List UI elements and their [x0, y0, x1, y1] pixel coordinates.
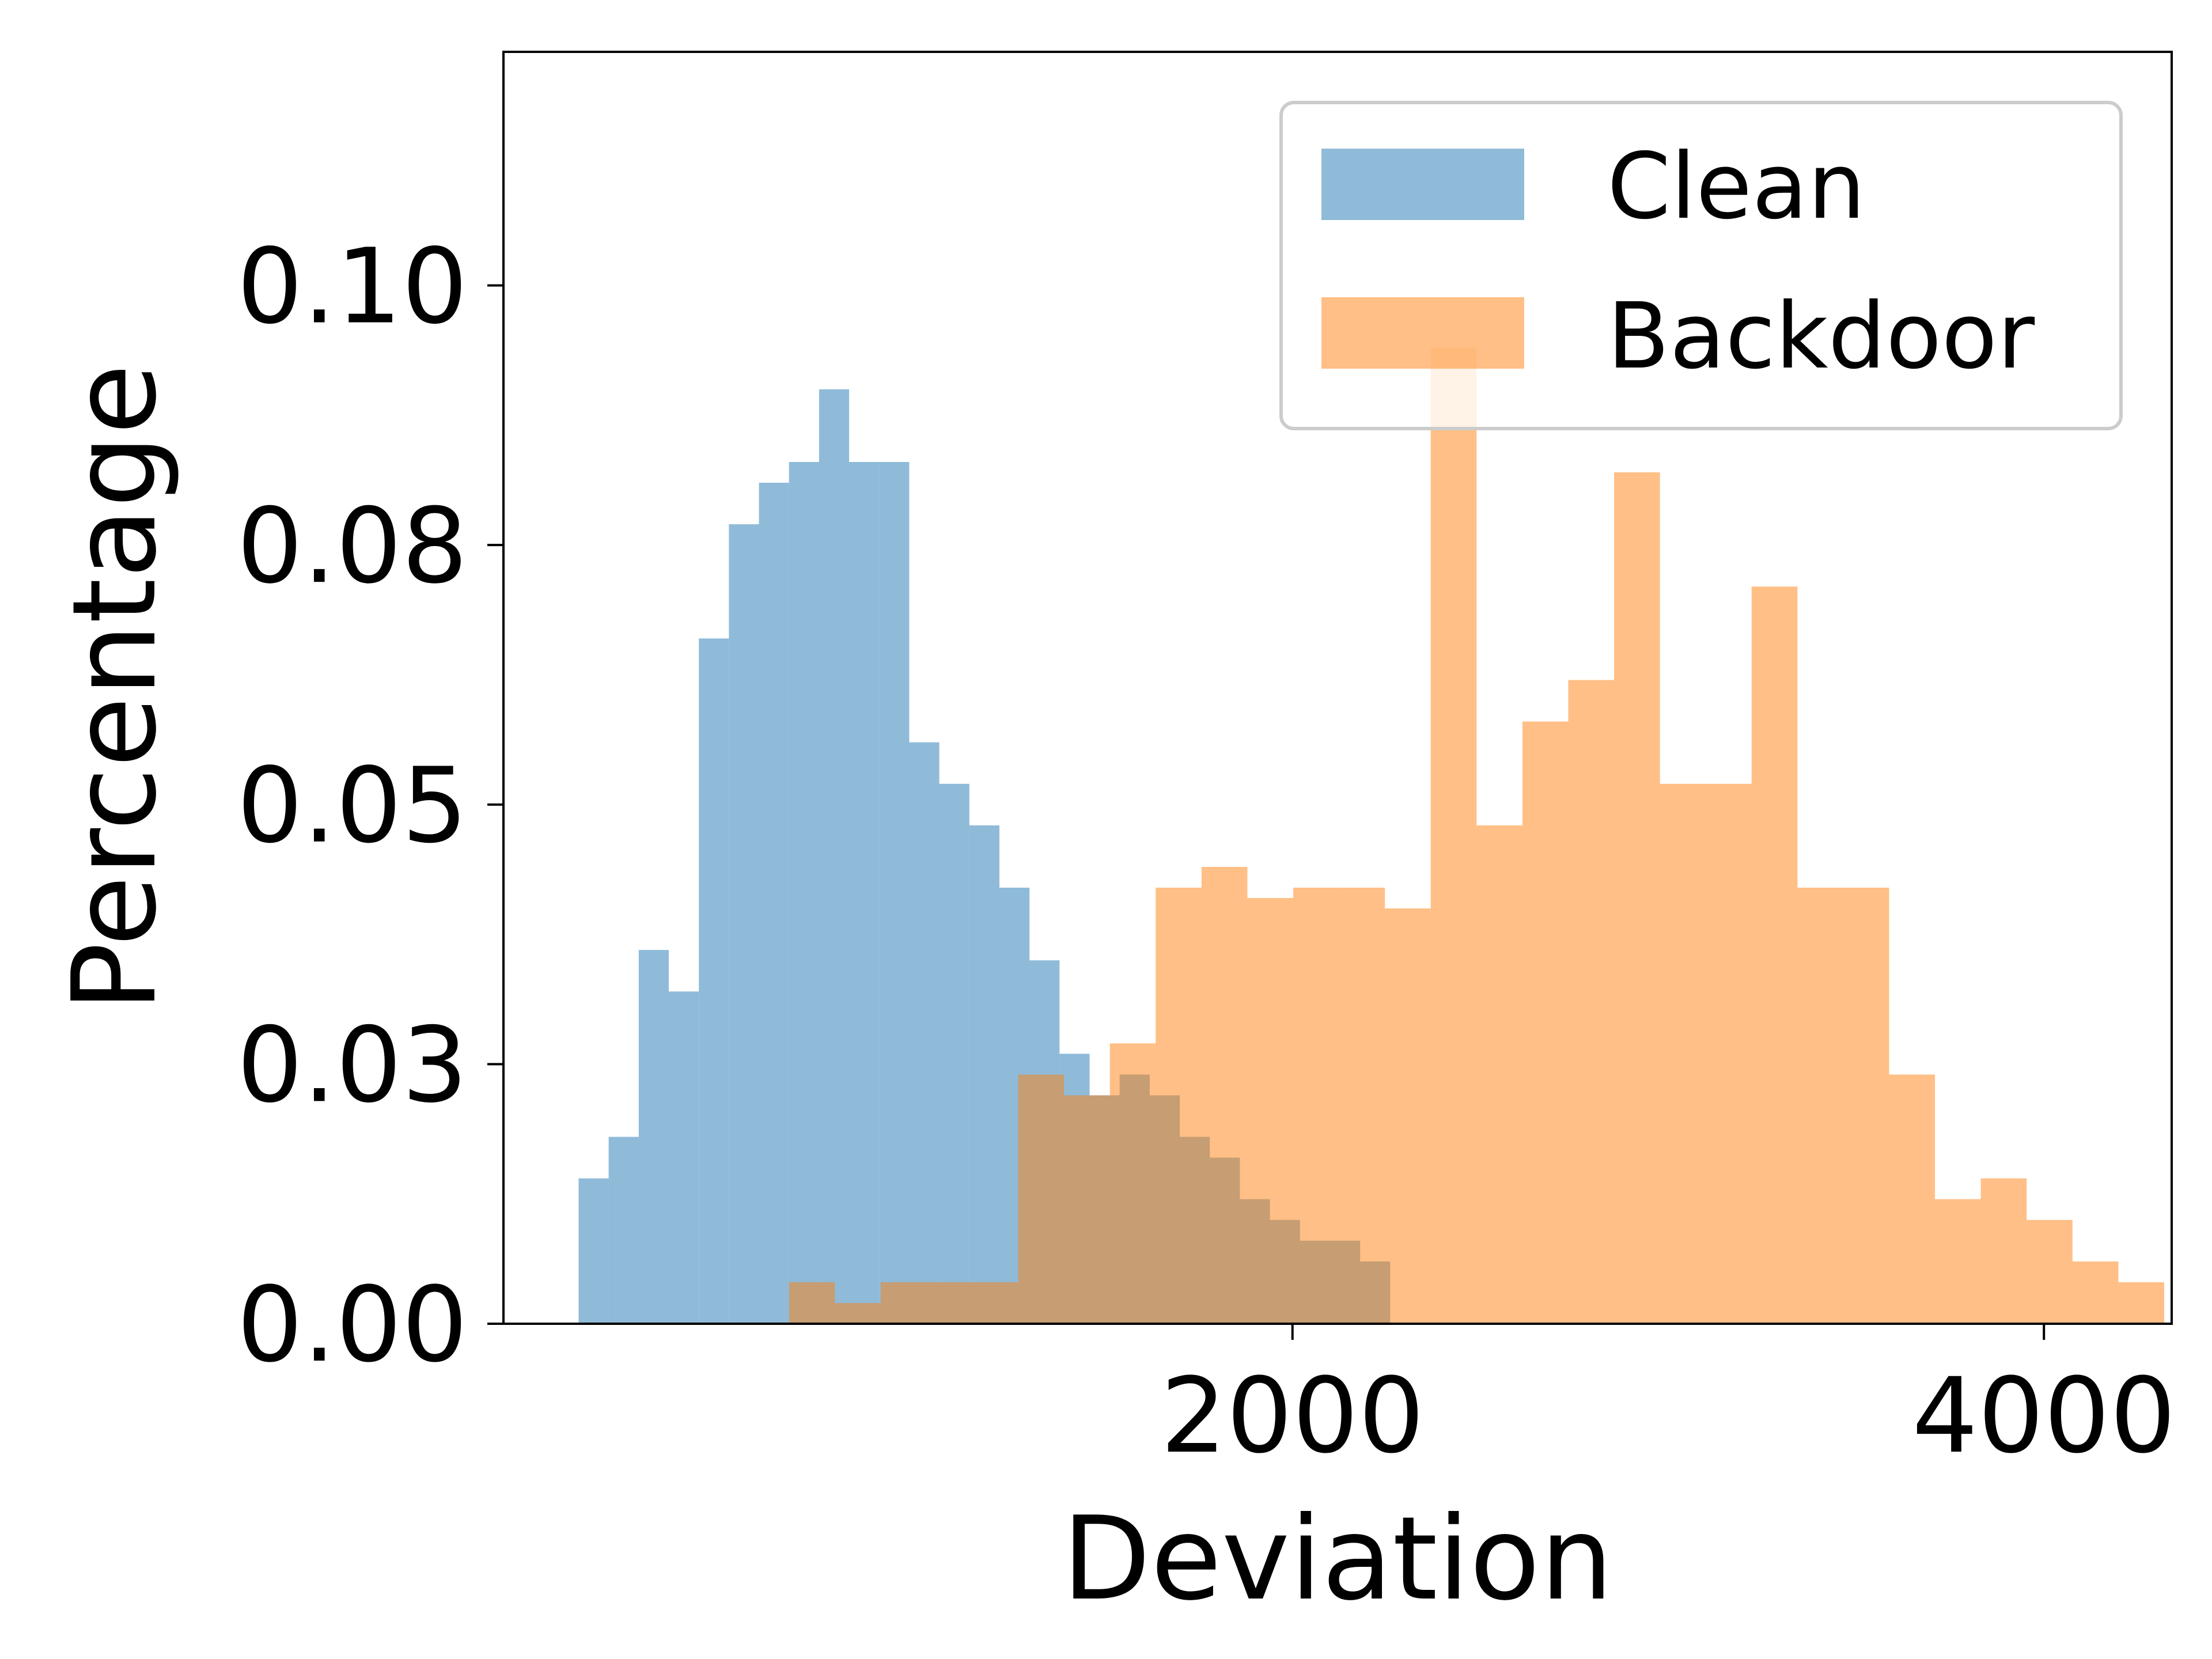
backdoor-bar-25	[1935, 1199, 1981, 1324]
plot-area-frame	[502, 51, 2173, 1325]
backdoor-bar-28	[2072, 1261, 2119, 1324]
backdoor-bar-22	[1797, 887, 1843, 1324]
backdoor-bar-27	[2027, 1219, 2073, 1324]
backdoor-bar-15	[1476, 825, 1522, 1324]
clean-bar-7	[789, 461, 819, 1324]
backdoor-bar-14	[1430, 347, 1477, 1324]
backdoor-bar-7	[1109, 1043, 1156, 1324]
backdoor-bar-16	[1522, 721, 1569, 1324]
x-axis-label: Deviation	[1062, 1492, 1613, 1626]
y-tick-label-1: 0.03	[237, 1005, 468, 1126]
backdoor-bar-4	[972, 1282, 1018, 1324]
backdoor-bar-26	[1980, 1178, 2027, 1324]
clean-bar-13	[969, 825, 999, 1324]
x-tick-label-2000: 2000	[1161, 1356, 1425, 1476]
y-tick-label-4: 0.10	[237, 227, 468, 347]
backdoor-bar-5	[1018, 1074, 1065, 1324]
y-tick-label-0: 0.00	[237, 1265, 468, 1385]
backdoor-bar-20	[1706, 783, 1752, 1324]
backdoor-bar-8	[1156, 887, 1202, 1324]
clean-bar-4	[699, 638, 729, 1324]
backdoor-bar-12	[1339, 887, 1385, 1324]
backdoor-bar-0	[789, 1282, 835, 1324]
backdoor-bar-2	[880, 1282, 927, 1324]
backdoor-bar-23	[1843, 887, 1889, 1324]
y-axis-ticks: 0.00 0.03 0.05 0.08 0.10	[237, 227, 503, 1385]
legend-swatch-clean	[1321, 149, 1524, 220]
legend-swatch-backdoor	[1321, 297, 1524, 369]
backdoor-bar-10	[1247, 897, 1294, 1324]
backdoor-bar-6	[1064, 1095, 1110, 1324]
backdoor-bar-24	[1889, 1074, 1936, 1324]
backdoor-bar-1	[835, 1302, 881, 1324]
clean-bar-2	[638, 950, 669, 1324]
backdoor-bar-13	[1385, 908, 1431, 1324]
backdoor-bar-11	[1293, 887, 1339, 1324]
backdoor-bar-3	[926, 1282, 973, 1324]
clean-bar-11	[909, 742, 940, 1324]
y-axis-label: Percentage	[48, 363, 182, 1012]
legend-label-backdoor: Backdoor	[1607, 283, 2035, 389]
backdoor-bar-9	[1201, 866, 1248, 1324]
backdoor-bar-18	[1614, 472, 1660, 1324]
series-backdoor-bars	[789, 347, 2164, 1324]
backdoor-bar-19	[1660, 783, 1706, 1324]
y-tick-label-3: 0.08	[237, 486, 468, 607]
clean-bar-10	[879, 461, 910, 1324]
backdoor-bar-21	[1751, 586, 1798, 1324]
backdoor-bar-17	[1568, 680, 1615, 1324]
series-clean-bars	[578, 389, 1391, 1324]
clean-bar-1	[608, 1137, 639, 1324]
legend: Clean Backdoor	[1279, 101, 2123, 430]
clean-bar-0	[578, 1178, 609, 1324]
clean-bar-3	[668, 991, 699, 1324]
legend-label-clean: Clean	[1607, 134, 1865, 240]
clean-bar-12	[939, 783, 969, 1324]
backdoor-bar-29	[2118, 1282, 2164, 1324]
clean-bar-8	[819, 389, 850, 1324]
x-axis-ticks: 2000 4000	[1161, 1324, 2176, 1476]
clean-bar-6	[759, 483, 789, 1324]
clean-bar-5	[729, 524, 759, 1324]
y-tick-label-2: 0.05	[237, 746, 468, 866]
x-tick-label-4000: 4000	[1912, 1356, 2176, 1476]
clean-bar-9	[849, 461, 880, 1324]
